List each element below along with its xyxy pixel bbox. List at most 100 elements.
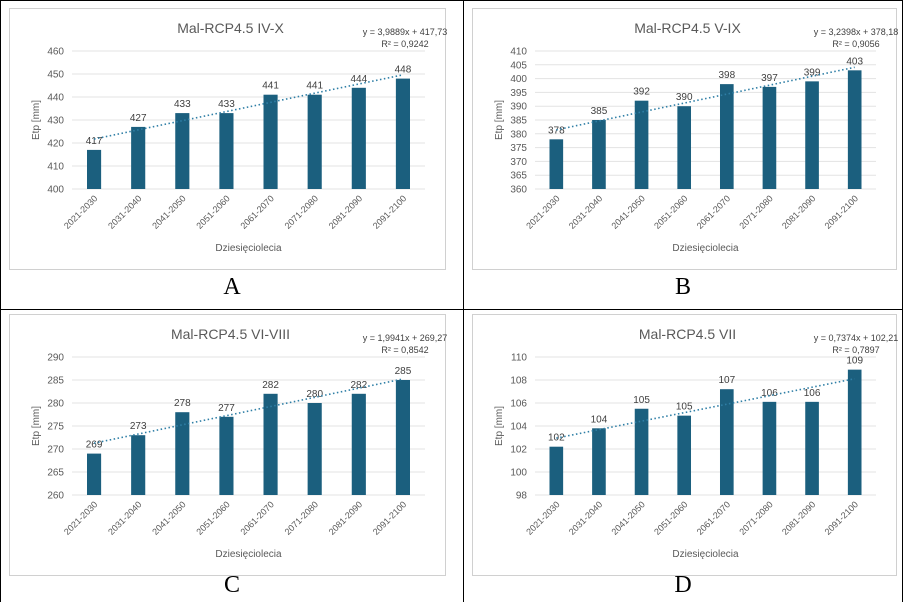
data-label: 104 (591, 414, 608, 425)
data-label: 277 (218, 403, 235, 414)
bar (87, 149, 102, 189)
data-label: 427 (130, 113, 147, 124)
trendline-equation: y = 0,7374x + 102,21 (814, 333, 898, 343)
x-tick-label: 2031-2040 (567, 499, 605, 537)
x-tick-label: 2091-2100 (371, 499, 409, 537)
x-tick-label: 2091-2100 (823, 193, 861, 231)
y-tick-label: 98 (516, 491, 528, 502)
data-label: 106 (804, 388, 821, 399)
bar (87, 453, 102, 495)
x-tick-label: 2071-2080 (737, 499, 775, 537)
x-tick-label: 2081-2090 (780, 193, 818, 231)
bar (805, 81, 819, 189)
x-tick-label: 2071-2080 (283, 193, 321, 231)
bar (719, 389, 734, 495)
y-tick-label: 440 (47, 93, 64, 104)
x-tick-label: 2061-2070 (695, 193, 733, 231)
trendline (556, 66, 855, 131)
x-axis-label: Dziesięciolecia (215, 243, 282, 254)
y-tick-label: 108 (510, 376, 527, 387)
table-border-top (0, 0, 903, 1)
y-tick-label: 400 (47, 185, 64, 196)
y-tick-label: 285 (47, 376, 64, 387)
x-tick-label: 2051-2060 (194, 499, 232, 537)
data-label: 397 (761, 73, 778, 84)
x-tick-label: 2031-2040 (106, 499, 144, 537)
x-tick-label: 2021-2030 (62, 193, 100, 231)
y-axis-label: Etp [mm] (494, 406, 505, 446)
y-tick-label: 460 (47, 47, 64, 58)
y-tick-label: 400 (510, 74, 527, 85)
x-tick-label: 2041-2050 (609, 499, 647, 537)
y-tick-label: 102 (510, 445, 527, 456)
chart-title: Mal-RCP4.5 VI-VIII (171, 326, 290, 342)
bar (395, 78, 410, 189)
y-tick-label: 275 (47, 422, 64, 433)
data-label: 285 (395, 366, 412, 377)
data-label: 282 (350, 380, 367, 391)
panel-letter: A (223, 274, 241, 300)
bar (719, 84, 734, 189)
x-tick-label: 2041-2050 (150, 499, 188, 537)
bar (351, 87, 366, 189)
bar (263, 94, 278, 189)
x-axis-label: Dziesięciolecia (672, 549, 739, 560)
trendline-equation: y = 1,9941x + 269,27 (363, 333, 447, 343)
chart-frame: Mal-RCP4.5 IV-X y = 3,9889x + 417,73 R² = … (9, 8, 447, 270)
y-axis-label: Etp [mm] (31, 100, 42, 140)
trendline (93, 378, 404, 444)
y-tick-label: 365 (510, 171, 527, 182)
data-label: 448 (395, 65, 412, 76)
bar (634, 100, 649, 189)
bar (395, 380, 410, 495)
panel-letter: D (674, 572, 692, 598)
x-tick-label: 2021-2030 (524, 193, 562, 231)
bar (549, 446, 564, 495)
y-tick-label: 260 (47, 491, 64, 502)
data-label: 392 (633, 87, 650, 98)
y-axis-label: Etp [mm] (31, 406, 42, 446)
x-tick-label: 2041-2050 (150, 193, 188, 231)
y-tick-label: 375 (510, 143, 527, 154)
x-axis-label: Dziesięciolecia (215, 549, 282, 560)
bar-chart: Mal-RCP4.5 VI-VIII y = 1,9941x + 269,27 R²… (31, 326, 447, 560)
panel-d: Mal-RCP4.5 VII y = 0,7374x + 102,21 R² = 0… (464, 310, 902, 602)
bar (847, 70, 862, 189)
data-label: 282 (262, 380, 279, 391)
x-tick-label: 2081-2090 (327, 499, 365, 537)
y-tick-label: 270 (47, 445, 64, 456)
y-tick-label: 106 (510, 399, 527, 410)
data-label: 269 (86, 440, 103, 451)
bar (351, 393, 366, 495)
x-tick-label: 2061-2070 (238, 193, 276, 231)
y-tick-label: 420 (47, 139, 64, 150)
bar (307, 403, 322, 495)
bar (677, 415, 692, 495)
table-border-middle-vertical (463, 0, 464, 602)
y-tick-label: 395 (510, 88, 527, 99)
data-label: 403 (846, 56, 863, 67)
chart-frame: Mal-RCP4.5 V-IX y = 3,2398x + 378,18 R² = … (472, 8, 898, 270)
bar (307, 94, 322, 189)
x-tick-label: 2081-2090 (327, 193, 365, 231)
trendline-r2: R² = 0,8542 (381, 345, 428, 355)
y-tick-label: 360 (510, 185, 527, 196)
chart-frame: Mal-RCP4.5 VII y = 0,7374x + 102,21 R² = 0… (472, 314, 898, 576)
bar-chart: Mal-RCP4.5 VII y = 0,7374x + 102,21 R² = 0… (494, 326, 898, 560)
x-tick-label: 2091-2100 (371, 193, 409, 231)
bar (762, 86, 777, 189)
data-label: 441 (306, 81, 323, 92)
x-tick-label: 2071-2080 (737, 193, 775, 231)
bar (634, 408, 649, 495)
chart-frame: Mal-RCP4.5 VI-VIII y = 1,9941x + 269,27 R²… (9, 314, 447, 576)
y-tick-label: 290 (47, 353, 64, 364)
x-axis-label: Dziesięciolecia (672, 243, 739, 254)
data-label: 109 (846, 356, 863, 367)
trendline-r2: R² = 0,9242 (381, 39, 428, 49)
data-label: 390 (676, 92, 693, 103)
bar (677, 106, 692, 189)
y-tick-label: 410 (47, 162, 64, 173)
x-tick-label: 2091-2100 (823, 499, 861, 537)
x-tick-label: 2051-2060 (194, 193, 232, 231)
bar (175, 412, 190, 495)
